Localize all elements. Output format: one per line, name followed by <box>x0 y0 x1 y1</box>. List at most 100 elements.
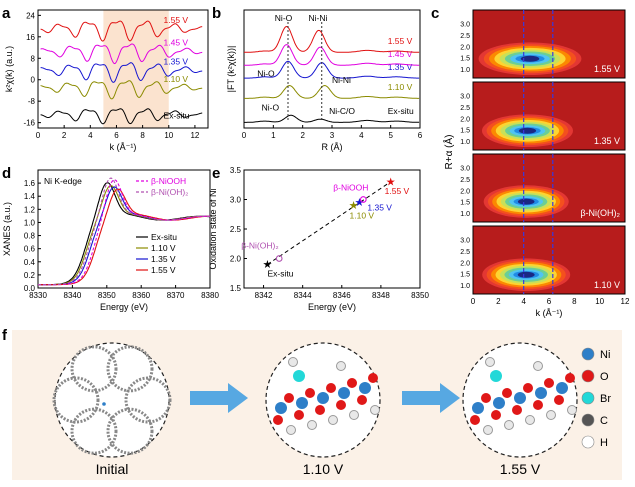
y-tick-label: 2.5 <box>460 249 470 256</box>
x-tick-label: 8350 <box>411 291 429 300</box>
x-tick-label: 0 <box>36 131 41 140</box>
series-line-0 <box>40 108 203 125</box>
h-atom <box>567 405 577 415</box>
x-tick-label: 2 <box>496 297 501 306</box>
series-line-2 <box>38 186 210 286</box>
y-tick-label: 3.5 <box>230 166 242 175</box>
framework-pore <box>70 345 118 393</box>
peak-annotation-0: Ni-O <box>275 13 293 23</box>
x-tick-label: 8380 <box>201 291 219 300</box>
ni-atom <box>102 402 106 406</box>
framework-pore <box>106 407 154 455</box>
x-axis-label: Energy (eV) <box>308 302 356 312</box>
legend-atom-label: Br <box>600 393 611 405</box>
o-atom <box>533 400 543 410</box>
panel-e-oxidation-state: 8342 8344 8346 8348 8350 1.5 2.0 2.5 3.0 3.5 Energ… <box>208 166 429 312</box>
framework-pore <box>52 376 100 424</box>
ni-atom <box>493 397 505 409</box>
o-atom <box>305 388 315 398</box>
point-label-0: Ex-situ <box>267 268 293 278</box>
o-atom <box>294 410 304 420</box>
panel-label-d: d <box>2 165 11 182</box>
o-atom <box>315 405 325 415</box>
panel-label-c: c <box>431 5 439 22</box>
x-tick-label: 5 <box>388 131 393 140</box>
series-label-2: 1.35 V <box>164 56 189 66</box>
y-axis-label: k²χ(k) (a.u.) <box>4 46 14 92</box>
data-point-4 <box>359 196 367 203</box>
ni-atom <box>535 387 547 399</box>
y-tick-label: 2.0 <box>460 260 470 267</box>
x-tick-label: 8344 <box>294 291 312 300</box>
chart-title: Ni K-edge <box>44 176 82 186</box>
y-tick-label: 1.5 <box>460 128 470 135</box>
y-tick-label: 1.0 <box>460 139 470 146</box>
y-tick-label: 3.0 <box>460 94 470 101</box>
ni-atom <box>514 392 526 404</box>
plot-frame <box>37 9 209 129</box>
x-tick-label: 6 <box>418 131 423 140</box>
x-axis-label: k (Å⁻¹) <box>536 308 563 318</box>
o-atom <box>554 395 564 405</box>
h-atom <box>370 405 380 415</box>
series-label-4: 1.55 V <box>164 15 189 25</box>
x-tick-label: 0 <box>242 131 247 140</box>
o-atom <box>481 393 491 403</box>
series-line-3 <box>244 44 420 66</box>
data-point-0: ★ <box>263 259 273 271</box>
stage-label-1: 1.10 V <box>303 461 344 477</box>
series-label-2: 1.35 V <box>388 62 413 72</box>
ni-atom <box>275 402 287 414</box>
map-label-3: 1.10 V <box>594 280 620 290</box>
ni-atom <box>338 387 350 399</box>
map-contour-0-9 <box>520 55 540 62</box>
x-tick-label: 8360 <box>132 291 150 300</box>
legend-atom-c <box>581 413 595 427</box>
x-tick-label: 10 <box>164 131 173 140</box>
point-label-3: 1.35 V <box>367 202 392 212</box>
o-atom <box>326 383 336 393</box>
panel-label-f: f <box>2 327 8 344</box>
map-contour-2-9 <box>517 198 535 205</box>
series-label-1: 1.10 V <box>388 82 413 92</box>
y-tick-label: 8 <box>31 54 36 63</box>
stage-label-0: Initial <box>96 461 129 477</box>
panel-label-b: b <box>212 5 221 22</box>
y-tick-label: 2.0 <box>460 44 470 51</box>
y-tick-label: 0 <box>31 76 36 85</box>
data-point-5: ★ <box>386 176 396 188</box>
x-tick-label: 8350 <box>98 291 116 300</box>
y-tick-label: 1.4 <box>24 192 36 201</box>
x-tick-label: 1 <box>271 131 276 140</box>
x-axis-label: Energy (eV) <box>100 302 148 312</box>
x-tick-label: 4 <box>521 297 526 306</box>
x-tick-label: 2 <box>62 131 67 140</box>
legend-atom-label: C <box>600 415 608 427</box>
x-tick-label: 4 <box>359 131 364 140</box>
y-tick-label: 2.0 <box>230 255 242 264</box>
series-label-1: 1.10 V <box>164 74 189 84</box>
fit-line <box>267 181 391 265</box>
legend-atom-h <box>581 435 595 449</box>
x-tick-label: 8346 <box>333 291 351 300</box>
legend-label: Ex-situ <box>151 232 177 242</box>
peak-annotation-3: Ni-Ni <box>332 75 351 85</box>
x-tick-label: 8 <box>572 297 577 306</box>
y-tick-label: 2.5 <box>460 33 470 40</box>
o-atom <box>502 388 512 398</box>
series-label-0: Ex-situ <box>388 106 414 116</box>
series-label-0: Ex-situ <box>164 111 190 121</box>
panel-f-structure-scheme: Initial 1.10 V 1.55 V Ni O Br CH <box>12 330 622 480</box>
structure-circle-0 <box>54 342 170 458</box>
x-tick-label: 8342 <box>255 291 273 300</box>
y-tick-label: -8 <box>28 97 36 106</box>
series-line-2 <box>40 62 203 83</box>
process-arrow-1 <box>402 383 460 413</box>
br-atom <box>490 370 502 382</box>
h-atom <box>485 357 495 367</box>
y-tick-label: 2.5 <box>460 105 470 112</box>
x-tick-label: 6 <box>547 297 552 306</box>
series-line-1 <box>244 84 420 99</box>
x-tick-label: 12 <box>621 297 630 306</box>
